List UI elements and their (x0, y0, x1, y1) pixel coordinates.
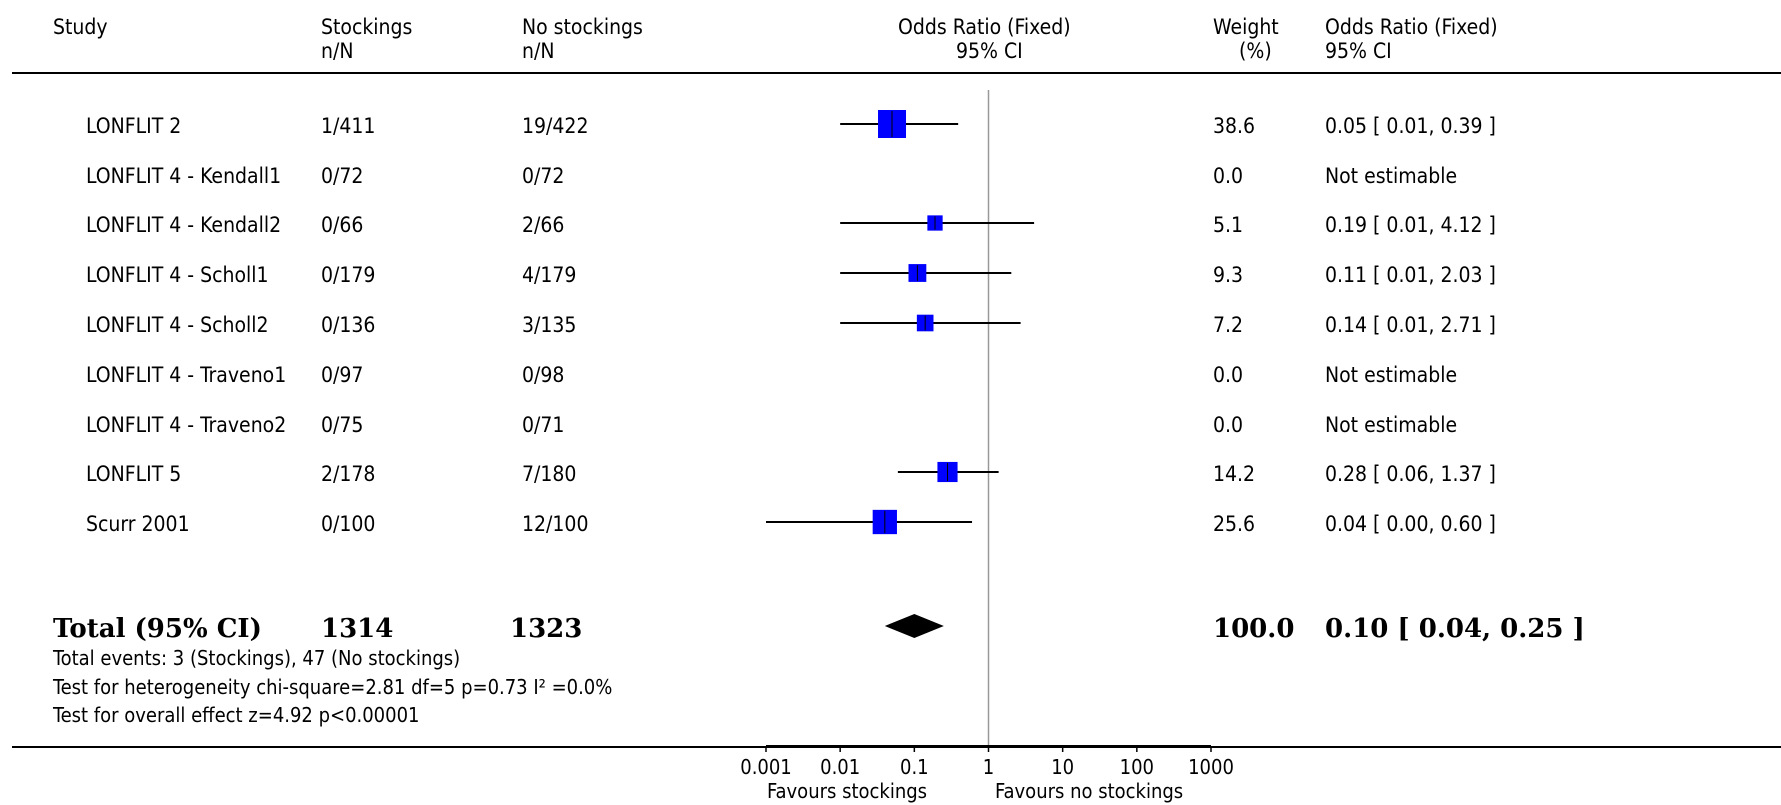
row-group1-value: 2/178 (321, 462, 376, 486)
row-ci-text: 0.14 [ 0.01, 2.71 ] (1325, 313, 1496, 337)
total-group2: 1323 (510, 614, 583, 644)
row-study-name: Scurr 2001 (86, 512, 190, 536)
header-group2-sub: n/N (522, 39, 555, 63)
row-group2-value: 12/100 (522, 512, 589, 536)
row-group1-value: 0/136 (321, 313, 376, 337)
header-or-title: Odds Ratio (Fixed) (1325, 15, 1498, 39)
x-tick-label: 0.1 (900, 755, 929, 779)
row-group1-value: 0/75 (321, 413, 364, 437)
row-ci-text: 0.28 [ 0.06, 1.37 ] (1325, 462, 1496, 486)
favours-right-label: Favours no stockings (995, 779, 1184, 803)
row-ci-text: Not estimable (1325, 164, 1458, 188)
row-weight-value: 14.2 (1213, 462, 1256, 486)
x-tick-label: 10 (1051, 755, 1074, 779)
row-group1-value: 0/179 (321, 263, 376, 287)
row-weight-value: 9.3 (1213, 263, 1244, 287)
row-ci-text: 0.19 [ 0.01, 4.12 ] (1325, 213, 1496, 237)
favours-left-label: Favours stockings (767, 779, 928, 803)
total-label: Total (95% CI) (53, 614, 262, 644)
header-plot-sub: 95% CI (956, 39, 1023, 63)
header-weight-sub: (%) (1239, 39, 1272, 63)
row-weight-value: 0.0 (1213, 363, 1244, 387)
row-group2-value: 0/71 (522, 413, 565, 437)
row-study-name: LONFLIT 4 - Kendall2 (86, 213, 282, 237)
header-weight: Weight (1213, 15, 1279, 39)
row-weight-value: 5.1 (1213, 213, 1244, 237)
footnote-events: Total events: 3 (Stockings), 47 (No stoc… (53, 646, 461, 670)
row-ci-text: Not estimable (1325, 413, 1458, 437)
row-group1-value: 0/100 (321, 512, 376, 536)
row-study-name: LONFLIT 4 - Scholl1 (86, 263, 269, 287)
header-group2: No stockings (522, 15, 643, 39)
row-group2-value: 4/179 (522, 263, 577, 287)
row-weight-value: 38.6 (1213, 114, 1256, 138)
row-ci-text: 0.11 [ 0.01, 2.03 ] (1325, 263, 1496, 287)
total-group1: 1314 (321, 614, 394, 644)
row-ci-text: 0.04 [ 0.00, 0.60 ] (1325, 512, 1496, 536)
row-group2-value: 3/135 (522, 313, 577, 337)
x-tick-label: 0.001 (740, 755, 792, 779)
x-tick-label: 1000 (1188, 755, 1234, 779)
header-plot-title: Odds Ratio (Fixed) (898, 15, 1071, 39)
row-group2-value: 19/422 (522, 114, 589, 138)
header-study: Study (53, 15, 108, 39)
pooled-diamond (884, 614, 944, 638)
row-group2-value: 7/180 (522, 462, 577, 486)
header-or-sub: 95% CI (1325, 39, 1392, 63)
row-group2-value: 0/98 (522, 363, 565, 387)
x-tick-label: 0.01 (820, 755, 860, 779)
header-group1-sub: n/N (321, 39, 354, 63)
total-ci-text: 0.10 [ 0.04, 0.25 ] (1325, 614, 1585, 644)
row-group2-value: 2/66 (522, 213, 565, 237)
row-study-name: LONFLIT 4 - Traveno1 (86, 363, 287, 387)
row-group1-value: 0/97 (321, 363, 364, 387)
row-weight-value: 0.0 (1213, 413, 1244, 437)
header-group1: Stockings (321, 15, 413, 39)
footnote-heterogeneity: Test for heterogeneity chi-square=2.81 d… (53, 675, 613, 699)
footnote-overall: Test for overall effect z=4.92 p<0.00001 (53, 703, 420, 727)
row-study-name: LONFLIT 5 (86, 462, 182, 486)
row-study-name: LONFLIT 4 - Kendall1 (86, 164, 282, 188)
row-group1-value: 1/411 (321, 114, 376, 138)
row-group1-value: 0/66 (321, 213, 364, 237)
row-ci-text: 0.05 [ 0.01, 0.39 ] (1325, 114, 1496, 138)
row-group1-value: 0/72 (321, 164, 364, 188)
row-ci-text: Not estimable (1325, 363, 1458, 387)
row-weight-value: 25.6 (1213, 512, 1256, 536)
header-rule (12, 72, 1781, 74)
row-study-name: LONFLIT 2 (86, 114, 182, 138)
row-weight-value: 0.0 (1213, 164, 1244, 188)
row-study-name: LONFLIT 4 - Scholl2 (86, 313, 269, 337)
total-weight: 100.0 (1213, 614, 1295, 644)
row-group2-value: 0/72 (522, 164, 565, 188)
x-tick-label: 100 (1120, 755, 1154, 779)
x-tick-label: 1 (983, 755, 994, 779)
row-study-name: LONFLIT 4 - Traveno2 (86, 413, 287, 437)
row-weight-value: 7.2 (1213, 313, 1244, 337)
